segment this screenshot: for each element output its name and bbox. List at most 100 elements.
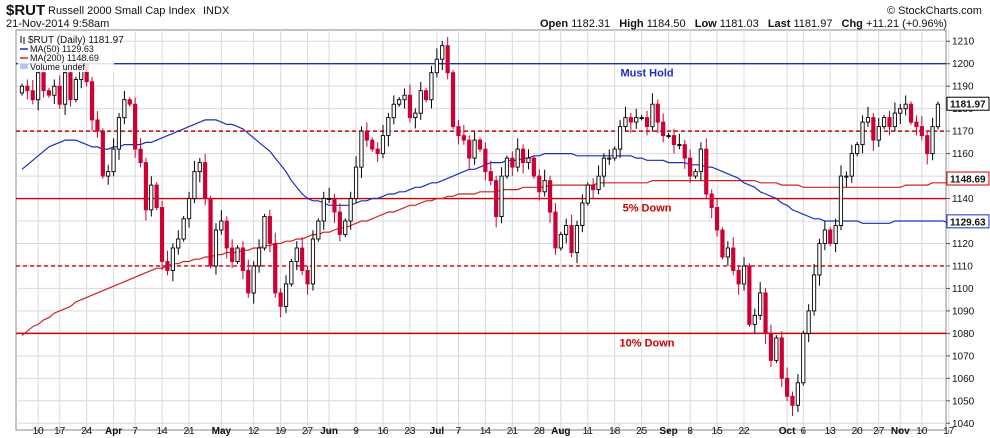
candle: [752, 308, 757, 334]
candle: [935, 101, 941, 130]
candle: [472, 131, 477, 165]
candle-body-down: [278, 292, 283, 307]
candle: [36, 67, 41, 111]
candle: [795, 374, 800, 413]
candle: [682, 139, 687, 169]
candle: [634, 108, 639, 129]
candle: [273, 232, 278, 298]
candle: [122, 90, 127, 125]
candle-body-up: [564, 225, 569, 235]
x-tick-label: 9: [353, 426, 359, 437]
legend-price: $RUT (Daily) 1181.97: [28, 35, 124, 46]
candle-body-up: [111, 148, 116, 173]
candle-body-down: [133, 103, 138, 150]
candle-body-down: [230, 247, 235, 262]
candle-body-up: [122, 99, 127, 119]
y-tick-label: 1110: [952, 261, 973, 272]
candle: [774, 335, 779, 364]
candle-body-up: [181, 218, 186, 240]
x-tick-label: 10: [916, 426, 928, 437]
candle-body-down: [644, 117, 650, 128]
candle-body-down: [407, 94, 413, 119]
candle: [671, 128, 677, 154]
x-tick-label: 18: [609, 426, 621, 437]
candle-body-up: [19, 85, 25, 94]
candle-body-down: [688, 157, 693, 177]
candle-body-down: [747, 265, 752, 325]
candle-body-up: [316, 220, 321, 240]
candle: [159, 200, 165, 271]
low-label: Low: [695, 18, 717, 30]
candle: [811, 264, 817, 316]
candle-body-down: [25, 85, 30, 92]
candle: [908, 101, 914, 125]
candle: [310, 230, 316, 291]
candle-body-up: [499, 175, 504, 217]
candle-body-down: [332, 198, 337, 213]
candle-body-down: [203, 162, 208, 200]
candle-body-up: [574, 225, 580, 253]
candle-body-up: [580, 202, 585, 226]
candle: [585, 182, 590, 206]
x-tick-label: 27: [873, 426, 885, 437]
ma200-series: [21, 177, 987, 337]
x-tick-label: Jun: [320, 426, 338, 437]
candle-body-up: [698, 148, 703, 173]
candle-body-up: [833, 225, 838, 244]
price-tags: 1181.97 1148.69 1129.63: [946, 96, 990, 229]
candle: [450, 70, 456, 130]
y-tick-label: 1200: [952, 59, 975, 70]
last-value: 1181.97: [794, 18, 833, 30]
candle: [133, 97, 138, 158]
x-tick-label: 14: [480, 426, 492, 437]
candle: [876, 117, 881, 147]
candle-body-down: [785, 377, 790, 397]
candle-body-up: [380, 135, 386, 155]
candle-body-up: [585, 184, 590, 204]
candle: [440, 41, 445, 70]
x-tick-label: 15: [712, 426, 724, 437]
candle: [714, 198, 720, 237]
candle: [111, 138, 116, 177]
candle: [623, 106, 628, 132]
candle-body-up: [725, 247, 730, 258]
candle-body-down: [553, 211, 558, 249]
price-tag-label: 1129.63: [950, 217, 986, 228]
candle: [510, 151, 515, 176]
candle-body-down: [714, 207, 720, 231]
candle-body-up: [73, 78, 78, 101]
candle: [251, 261, 256, 304]
candle: [127, 96, 132, 107]
candle-body-down: [300, 247, 305, 271]
candle: [639, 114, 644, 121]
candle: [612, 146, 617, 161]
candle-body-down: [305, 269, 310, 285]
candle-body-up: [429, 72, 434, 101]
candle: [391, 95, 396, 125]
candle: [768, 324, 774, 368]
candle-body-down: [89, 81, 95, 121]
candle: [57, 75, 62, 109]
candles: [19, 36, 941, 417]
x-tick-label: 24: [81, 426, 93, 437]
y-tick-label: 1160: [952, 149, 974, 160]
candle-body-down: [467, 139, 472, 159]
candle: [402, 88, 407, 109]
candle-body-down: [655, 103, 660, 123]
x-tick-label: 8: [687, 426, 693, 437]
candle: [526, 149, 531, 170]
candle-body-down: [591, 184, 596, 191]
candle-body-up: [504, 157, 510, 177]
candle: [488, 160, 493, 186]
candle: [903, 95, 908, 116]
candle: [413, 108, 418, 129]
candle-body-down: [569, 225, 574, 253]
y-tick-label: 1190: [952, 82, 974, 93]
candle: [758, 282, 763, 321]
candle-body-up: [881, 117, 887, 128]
candle: [143, 157, 149, 221]
x-tick-label: 22: [738, 426, 750, 437]
x-tick-label: 7: [456, 426, 462, 437]
ma50-series: [21, 119, 987, 224]
